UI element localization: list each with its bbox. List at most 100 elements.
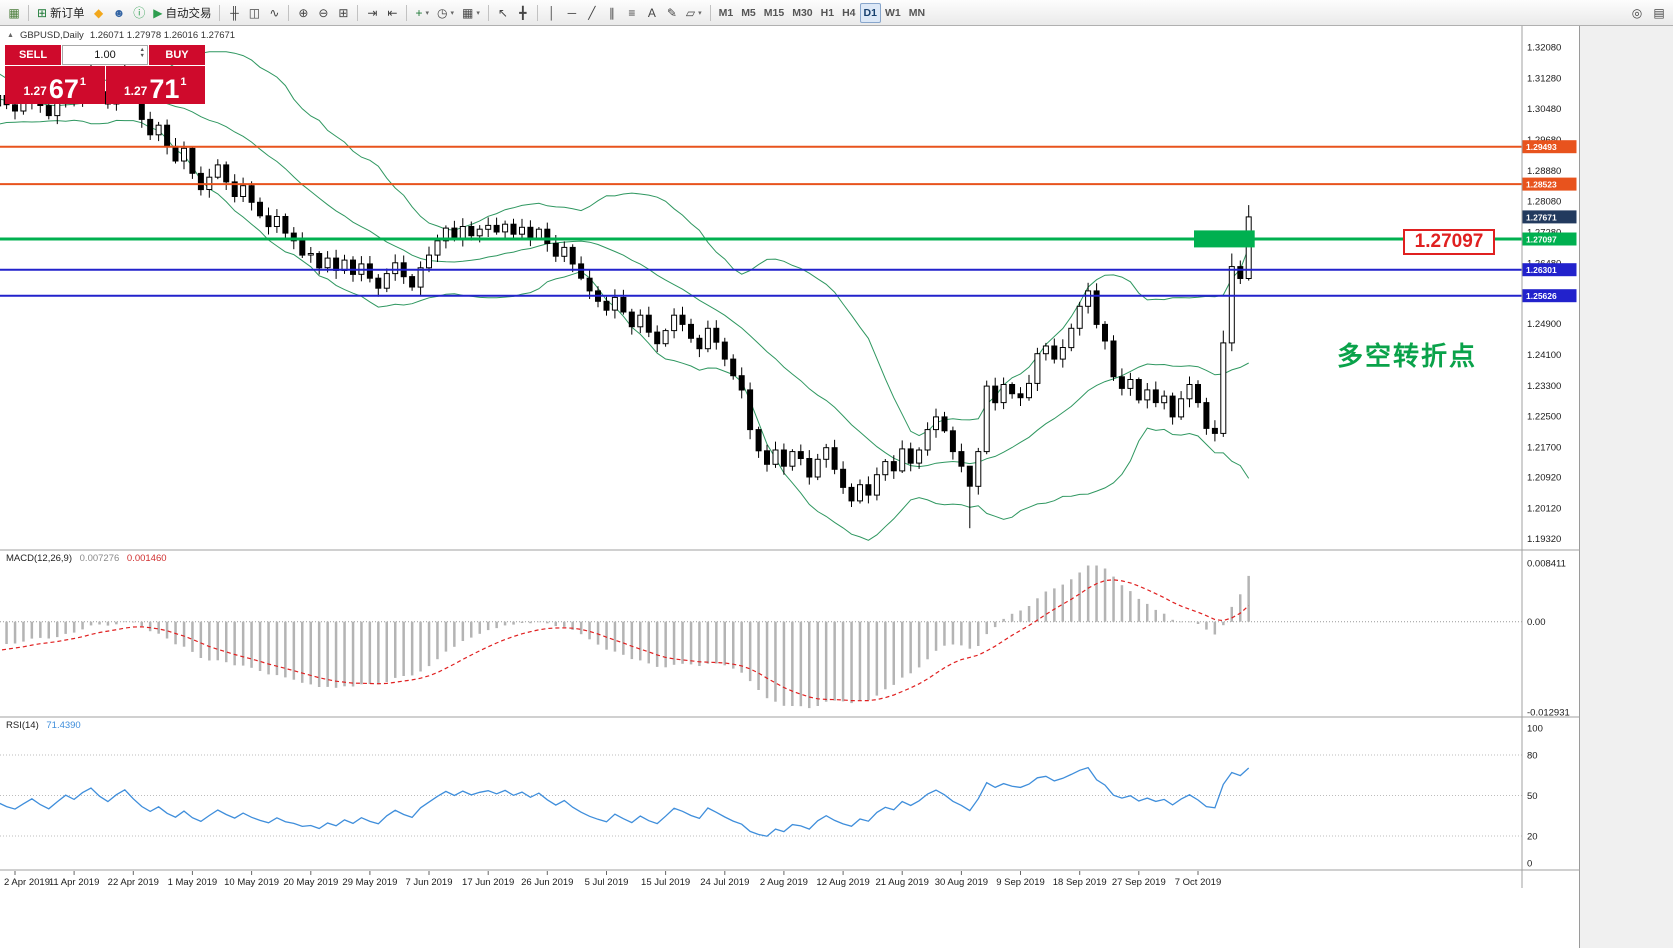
- timeframe-m1-button[interactable]: M1: [715, 3, 738, 23]
- line-chart-button[interactable]: ∿: [264, 3, 284, 23]
- timeframe-h1-button[interactable]: H1: [817, 3, 838, 23]
- main-toolbar: ▦ ⊞ 新订单 ◆ ☻ ⓘ ▶ 自动交易 ╫ ◫ ∿ ⊕ ⊖ ⊞ ⇥ ⇤ + ▾ ◷ ▾ ▦ ▾ ↖ ╋ │ ─ ╱ ∥ ≡ A ✎ ▱ ▾ M1…: [0, 0, 1673, 26]
- community-icon-glyph: ⓘ: [133, 5, 146, 20]
- candlestick-chart-button[interactable]: ◫: [244, 3, 264, 23]
- trendline-button[interactable]: ╱: [582, 3, 602, 23]
- svg-text:1.21700: 1.21700: [1527, 442, 1561, 453]
- timeframe-m30-button[interactable]: M30: [788, 3, 816, 23]
- volume-field[interactable]: 1.00 ▲ ▼: [62, 45, 148, 65]
- bar-chart-button[interactable]: ╫: [224, 3, 244, 23]
- autotrading-button[interactable]: ▶ 自动交易: [149, 3, 215, 23]
- timeframe-h4-button[interactable]: H4: [838, 3, 859, 23]
- svg-text:-0.012931: -0.012931: [1527, 708, 1570, 719]
- svg-text:2 Apr 2019: 2 Apr 2019: [4, 877, 50, 888]
- svg-text:29 May 2019: 29 May 2019: [342, 877, 397, 888]
- shapes-button[interactable]: ▱ ▾: [682, 3, 706, 23]
- svg-text:18 Sep 2019: 18 Sep 2019: [1053, 877, 1107, 888]
- timeframe-mn-button-label: MN: [908, 6, 926, 19]
- timeframe-m5-button[interactable]: M5: [737, 3, 760, 23]
- profile-icon-glyph: ☻: [112, 5, 126, 20]
- macd-indicator-label: MACD(12,26,9) 0.007276 0.001460: [6, 553, 167, 564]
- chart-window-icon[interactable]: ▦: [4, 3, 24, 23]
- sell-price-button[interactable]: 1.27 67 1: [5, 66, 105, 104]
- spinner-up-icon[interactable]: ▲: [139, 47, 145, 53]
- timeframe-m1-button-label: M1: [718, 6, 734, 19]
- svg-text:1 May 2019: 1 May 2019: [168, 877, 218, 888]
- candlesticks-layer[interactable]: [0, 55, 1252, 529]
- panel-separators[interactable]: [0, 26, 1580, 888]
- timeframe-m15-button-label: M15: [763, 6, 785, 19]
- label-button[interactable]: ✎: [662, 3, 682, 23]
- collapse-panel-icon[interactable]: ▲: [7, 32, 14, 39]
- svg-text:26 Jun 2019: 26 Jun 2019: [521, 877, 573, 888]
- zoom-in-button[interactable]: ⊕: [293, 3, 313, 23]
- tile-windows-button[interactable]: ⊞: [333, 3, 353, 23]
- equidistant-channel-button[interactable]: ∥: [602, 3, 622, 23]
- search-icon[interactable]: ◎: [1627, 3, 1647, 23]
- autoscroll-button[interactable]: ⇥: [362, 3, 382, 23]
- timeframe-m15-button[interactable]: M15: [760, 3, 788, 23]
- svg-text:1.23300: 1.23300: [1527, 381, 1561, 392]
- profile-icon[interactable]: ☻: [109, 3, 130, 23]
- horizontal-line-button[interactable]: ─: [562, 3, 582, 23]
- new-order-button[interactable]: ⊞ 新订单: [33, 3, 89, 23]
- sell-price-small: 1.27: [23, 84, 47, 98]
- chart-canvas[interactable]: 1.320801.312801.304801.296801.288801.280…: [0, 26, 1580, 948]
- indicators-button[interactable]: + ▾: [411, 3, 433, 23]
- community-icon[interactable]: ⓘ: [129, 3, 149, 23]
- fibonacci-button[interactable]: ≡: [622, 3, 642, 23]
- new-order-button-glyph: ⊞: [37, 5, 48, 20]
- rsi-indicator-label: RSI(14) 71.4390: [6, 720, 81, 731]
- rsi-name: RSI(14): [6, 720, 39, 731]
- buy-price-big: 71: [149, 74, 180, 105]
- svg-text:1.30480: 1.30480: [1527, 104, 1561, 115]
- metaeditor-icon[interactable]: ◆: [89, 3, 109, 23]
- svg-text:100: 100: [1527, 724, 1543, 735]
- crosshair-button[interactable]: ╋: [513, 3, 533, 23]
- highlight-rectangle-object[interactable]: [1194, 230, 1255, 248]
- timeframe-mn-button[interactable]: MN: [905, 3, 929, 23]
- text-button[interactable]: A: [642, 3, 662, 23]
- buy-button[interactable]: BUY: [149, 45, 205, 65]
- svg-text:12 Aug 2019: 12 Aug 2019: [816, 877, 869, 888]
- buy-price-button[interactable]: 1.27 71 1: [105, 66, 205, 105]
- svg-text:1.25626: 1.25626: [1526, 291, 1557, 301]
- vertical-line-button[interactable]: │: [542, 3, 562, 23]
- macd-signal-value: 0.001460: [126, 553, 167, 564]
- chart-window-icon-glyph: ▦: [8, 5, 20, 20]
- templates-button[interactable]: ▦ ▾: [458, 3, 484, 23]
- rsi-panel: [0, 754, 1522, 837]
- chart-shift-button[interactable]: ⇤: [382, 3, 402, 23]
- svg-text:80: 80: [1527, 751, 1538, 762]
- volume-spinner[interactable]: ▲ ▼: [139, 47, 145, 59]
- bar-chart-button-glyph: ╫: [230, 5, 239, 20]
- trendline-button-glyph: ╱: [588, 5, 596, 20]
- one-click-trading-panel: SELL 1.00 ▲ ▼ BUY 1.27 67 1: [5, 45, 205, 104]
- timeframe-h1-button-label: H1: [820, 6, 835, 19]
- svg-text:15 Jul 2019: 15 Jul 2019: [641, 877, 690, 888]
- spinner-down-icon[interactable]: ▼: [139, 52, 145, 59]
- svg-text:1.27671: 1.27671: [1526, 212, 1557, 222]
- timeframe-d1-button[interactable]: D1: [859, 2, 881, 23]
- svg-text:10 May 2019: 10 May 2019: [224, 877, 279, 888]
- dropdown-arrow-icon: ▾: [450, 9, 454, 17]
- fibonacci-button-glyph: ≡: [628, 5, 636, 20]
- toolbar-separator: [357, 4, 359, 21]
- dropdown-arrow-icon: ▾: [476, 9, 480, 17]
- timeframe-w1-button[interactable]: W1: [881, 3, 905, 23]
- layout-icon[interactable]: ▤: [1649, 3, 1669, 23]
- svg-text:0: 0: [1527, 859, 1532, 870]
- svg-text:7 Jun 2019: 7 Jun 2019: [405, 877, 452, 888]
- sell-button[interactable]: SELL: [5, 45, 61, 65]
- svg-text:11 Apr 2019: 11 Apr 2019: [49, 877, 100, 888]
- periods-button[interactable]: ◷ ▾: [433, 3, 458, 23]
- tile-windows-button-glyph: ⊞: [338, 5, 349, 20]
- zoom-out-button[interactable]: ⊖: [313, 3, 333, 23]
- svg-text:27 Sep 2019: 27 Sep 2019: [1112, 877, 1166, 888]
- candlestick-chart-button-glyph: ◫: [248, 5, 261, 20]
- vertical-line-button-glyph: │: [548, 5, 556, 20]
- cursor-button[interactable]: ↖: [493, 3, 513, 23]
- toolbar-separator: [709, 4, 711, 21]
- label-button-glyph: ✎: [666, 5, 677, 20]
